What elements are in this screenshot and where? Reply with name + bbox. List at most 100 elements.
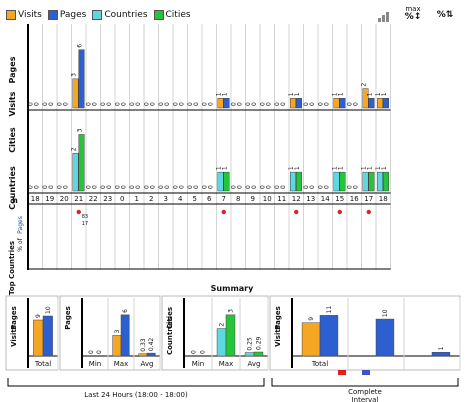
summary-box xyxy=(161,295,269,371)
pages-value-label: 1 xyxy=(294,92,301,96)
hour-tick-label: 23 xyxy=(103,195,112,203)
visits-value-label: 0 xyxy=(317,102,324,106)
pages-summary-bar xyxy=(431,352,451,357)
cities-summary-value: 3 xyxy=(227,309,234,313)
hour-tick-label: 20 xyxy=(60,195,69,203)
cities-value-label: 0 xyxy=(135,185,142,189)
hour-tick-label: 1 xyxy=(135,195,139,203)
hour-tick-label: 9 xyxy=(251,195,255,203)
pages-value-label: 0 xyxy=(193,102,200,106)
visits-summary-value: 0 xyxy=(88,350,95,354)
footer-bracket xyxy=(271,378,459,387)
country-flag-marker xyxy=(294,209,299,215)
visits-summary-value: 0.33 xyxy=(140,338,147,352)
cities-bar xyxy=(78,134,85,192)
visits-value-label: 1 xyxy=(216,92,223,96)
cities-value-label: 0 xyxy=(207,185,214,189)
countries-swatch xyxy=(92,10,103,20)
summary-ylabel: Pages xyxy=(64,306,72,330)
visits-value-label: 3 xyxy=(71,73,78,77)
cities-value-label: 0 xyxy=(323,185,330,189)
pages-summary-bar xyxy=(42,315,53,357)
cities-value-label: 0 xyxy=(62,185,69,189)
pages-value-label: 6 xyxy=(77,44,84,48)
countries-value-label: 0 xyxy=(346,185,353,189)
visits-value-label: 1 xyxy=(375,92,382,96)
legend: Visits Pages Countries Cities xyxy=(6,10,191,20)
hour-tick-label: 14 xyxy=(321,195,330,203)
pages-value-label: 0 xyxy=(48,102,55,106)
pages-summary-bar xyxy=(319,315,339,357)
pages-value-label: 0 xyxy=(33,102,40,106)
hour-tick-label: 2 xyxy=(149,195,153,203)
country-flag-marker xyxy=(337,209,342,215)
pages-swatch xyxy=(47,10,58,20)
visits-value-label: 0 xyxy=(303,102,310,106)
legend-label-countries: Countries xyxy=(104,10,148,20)
hour-tick-label: 15 xyxy=(335,195,344,203)
countries-value-label: 0 xyxy=(85,185,92,189)
country-pct-label: 83 xyxy=(82,214,88,220)
countries-bar xyxy=(333,171,340,192)
visits-value-label: 0 xyxy=(158,102,165,106)
legend-label-visits: Visits xyxy=(18,10,42,20)
pages-value-label: 0 xyxy=(135,102,142,106)
visits-bar xyxy=(217,98,224,109)
hour-tick-label: 6 xyxy=(207,195,212,203)
countries-value-label: 1 xyxy=(216,166,223,170)
summary-ylabel: Countries xyxy=(166,317,174,355)
cities-bar xyxy=(296,171,302,192)
cities-value-label: 1 xyxy=(367,166,374,170)
pages-summary-bar xyxy=(120,314,130,357)
pages-value-label: 0 xyxy=(265,102,272,106)
summary-category-label: Min xyxy=(89,360,101,368)
visits-value-label: 1 xyxy=(288,92,295,96)
visits-value-label: 0 xyxy=(27,102,34,106)
countries-value-label: 1 xyxy=(288,166,295,170)
pages-bar xyxy=(296,98,302,109)
countries-value-label: 0 xyxy=(230,185,237,189)
cities-summary-value: 0.29 xyxy=(255,336,262,350)
pages-value-label: 1 xyxy=(338,92,345,96)
footer-last24-label: Last 24 Hours (18:00 - 18:00) xyxy=(84,391,188,399)
cities-bar xyxy=(223,171,230,192)
cities-value-label: 0 xyxy=(120,185,127,189)
countries-value-label: 0 xyxy=(317,185,324,189)
visits-value-label: 0 xyxy=(259,102,266,106)
pages-value-label: 0 xyxy=(352,102,359,106)
summary-ylabel: Pages xyxy=(274,306,282,330)
countries-bar xyxy=(290,171,296,192)
pages-summary-bar xyxy=(375,318,395,357)
bar-chart-icon[interactable] xyxy=(376,5,394,23)
y-axis-label-cities: Cities xyxy=(8,127,17,153)
hour-tick-label: 18 xyxy=(31,195,40,203)
summary-category-label: Avg xyxy=(141,360,154,368)
pages-value-label: 0 xyxy=(62,102,69,106)
visits-value-label: 0 xyxy=(230,102,237,106)
visits-swatch xyxy=(6,10,16,20)
pages-summary-value: 0 xyxy=(96,350,103,354)
hour-tick-label: 13 xyxy=(306,195,315,203)
summary-category-label: Max xyxy=(219,360,233,368)
visits-bar xyxy=(290,98,296,109)
summary-category-label: Total xyxy=(311,360,328,368)
hour-tick-label: 11 xyxy=(277,195,286,203)
pages-value-label: 0 xyxy=(91,102,98,106)
hour-tick-label: 7 xyxy=(222,195,226,203)
y-axis-label-visits: Visits xyxy=(8,91,17,116)
top-countries-sub: % of xyxy=(17,237,24,251)
cities-summary-value: 0 xyxy=(199,350,206,354)
countries-value-label: 0 xyxy=(42,185,49,189)
countries-value-label: 0 xyxy=(100,185,107,189)
countries-bar xyxy=(377,171,383,192)
footer-complete-label-1: Complete xyxy=(348,388,382,396)
max-scale-icon[interactable]: max %↕ xyxy=(404,5,422,23)
visits-summary-value: 9 xyxy=(35,314,42,318)
percent-scale-icon[interactable]: %⇅ xyxy=(436,5,454,23)
visits-summary-value: 9 xyxy=(308,317,315,321)
countries-summary-value: 0.25 xyxy=(247,337,254,351)
visits-bar xyxy=(377,98,383,109)
summary-box xyxy=(269,295,461,371)
countries-value-label: 0 xyxy=(303,185,310,189)
